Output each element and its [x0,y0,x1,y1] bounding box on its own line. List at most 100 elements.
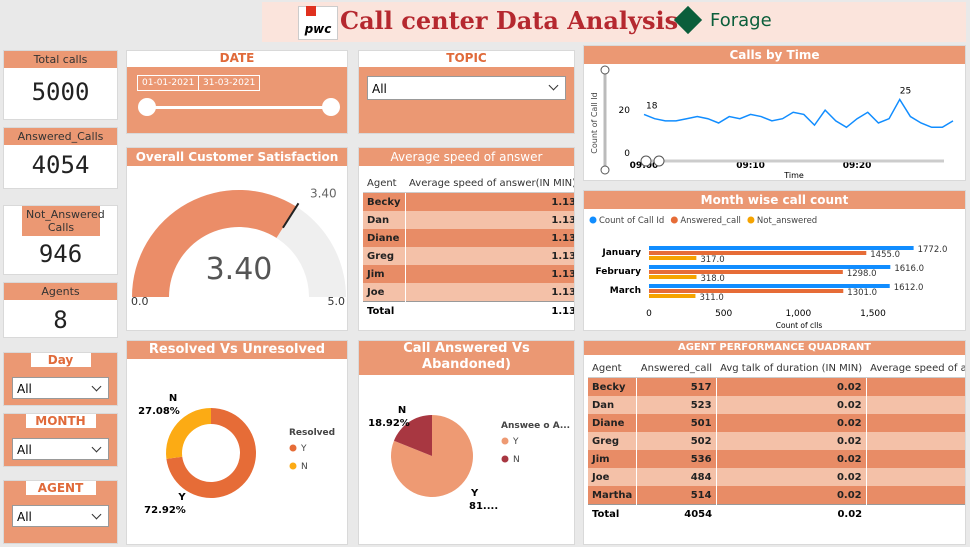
slice [393,415,432,456]
table-row: Jim 1.13 [363,265,574,283]
bar [649,246,914,250]
column-header: Answered_call [636,359,717,378]
total-cell: 4054 [684,508,713,520]
category-label: February [595,267,641,277]
table-cell: 523 [636,396,717,414]
slider-handle[interactable] [600,65,610,75]
dropdown[interactable]: All [12,377,109,399]
total-row: Total 1.13 [363,301,574,321]
table-cell: 1.13 [404,247,574,265]
table-cell: 1.13 [404,192,574,211]
table-cell: 1.13 [404,283,574,302]
table-row: Becky 1.13 [363,192,574,211]
table-cell: 0.02 [715,450,867,468]
slice-label: 81.... [469,501,498,512]
bar [649,265,891,269]
table-cell: 517 [636,377,717,396]
dropdown[interactable]: All [367,76,566,100]
legend-label: Not_answered [757,216,817,226]
calls-time-panel: Calls by Time Count of Call Id02009:0009… [583,45,966,181]
table-row: Joe 1.13 [363,283,574,302]
column-header: Average speed of answer(IN MIN) [405,174,574,193]
slider-handle[interactable] [600,165,610,175]
slider-handle[interactable] [653,155,665,167]
table-cell: Jim [592,453,610,465]
table-row: Greg 1.13 [363,247,574,265]
bar [649,270,843,274]
header-row: Agent Average speed of answer(IN MIN) [363,174,574,193]
column-header: Agent [588,359,637,378]
slice-label: 18.92% [368,418,410,429]
line [643,97,954,129]
table-cell: 536 [636,450,717,468]
table-cell: 70.99 [865,468,965,486]
kpi-label: Agents [4,283,117,300]
table-cell: 66.27 [865,414,965,432]
table-cell: 0.02 [715,432,867,450]
kpi-value: 4054 [31,151,90,179]
agent-perf-panel: AGENT PERFORMANCE QUADRANT Agent Answered… [583,340,966,545]
slider-handle[interactable] [138,98,156,116]
kpi-value: 8 [53,306,68,334]
header-row: Agent Answered_call Avg talk of duration (… [588,359,965,378]
slice-category: Y [177,492,186,503]
avg-speed-panel: Average speed of answer Agent Average spe… [358,147,575,331]
legend-marker [747,216,755,224]
gauge-max: 5.0 [328,295,346,308]
x-tick-label: 0 [646,309,652,319]
slider-handle[interactable] [322,98,340,116]
table: Agent Answered_call Avg talk of duration (… [584,355,965,523]
legend-label: N [513,455,520,465]
gauge-fill [132,190,297,297]
bar-chart: Count of Call Id Answered_call Not_answere… [589,216,947,330]
bar [649,256,697,260]
column-header: Avg talk of duration (IN MIN) [716,359,867,378]
table-cell: 0.02 [715,468,867,486]
table-row: Diane 1.13 [363,229,574,247]
bar [649,289,844,293]
slice-label: 27.08% [138,406,180,417]
bar [649,251,867,255]
table: Agent Average speed of answer(IN MIN) Beck… [359,166,574,320]
date-start[interactable]: 01-01-2021 [137,75,200,91]
y-axis-label: Count of Call Id [590,92,599,153]
slider-handle[interactable] [640,155,652,167]
kpi-value: 946 [38,240,83,268]
dropdown[interactable]: All [12,505,109,527]
total-cell: Total [592,508,620,520]
gauge-chart: 3.40 3.40 0.0 5.0 [131,186,346,308]
table-row: Dan 1.13 [363,211,574,229]
panel-title: Month wise call count [584,191,965,209]
gauge-target-label: 3.40 [310,186,337,200]
dropdown[interactable]: All [12,438,109,460]
kpi-label: Answered_Calls [4,128,117,145]
table-cell: Dan [367,214,390,226]
kpi-card: Total calls 5000 [3,50,118,120]
legend-marker [670,216,678,224]
x-tick-label: 09:20 [843,161,872,171]
x-tick-label: 500 [715,309,732,319]
y-tick-label: 20 [619,106,631,116]
kpi-card: Agents 8 [3,282,118,338]
legend-label: Answered_call [680,216,741,226]
filter-topic: TOPIC All [358,50,575,134]
month-panel: Month wise call count Count of Call Id An… [583,190,966,331]
date-end[interactable]: 31-03-2021 [198,75,261,91]
gauge-target [282,202,300,229]
table-cell: Greg [367,250,395,262]
table-cell: 0.02 [715,414,867,432]
resolved-panel: Resolved Vs Unresolved Y 72.92% N 27.08% Res… [126,340,348,545]
filter-agent: AGENT All [3,480,118,544]
logo-mark [306,6,316,16]
legend-title: Answee o A... [501,421,570,431]
table-cell: Diane [367,232,400,244]
slice [166,408,211,459]
table-cell: 1.13 [404,265,574,283]
header: pwc Call center Data Analysis Forage [262,2,966,42]
logo-pwc: pwc [298,6,338,40]
table-cell: 501 [636,414,717,432]
filter-title: TOPIC [359,51,574,67]
